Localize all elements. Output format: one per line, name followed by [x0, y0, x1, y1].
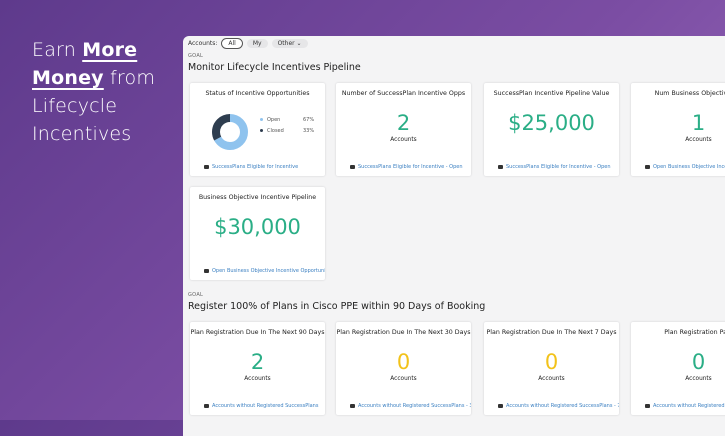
card-title: Plan Registration Due In The Next 7 Days — [486, 329, 617, 336]
metric-card[interactable]: Number of SuccessPlan Incentive Opps 2 Acc… — [336, 83, 471, 176]
hero-word: Incentives — [32, 123, 132, 145]
hero-word: from — [110, 67, 156, 89]
card-value: 2 — [396, 111, 411, 135]
metric-card[interactable]: Num Business Objective Inc 1 Accounts Open … — [631, 83, 725, 176]
card-value: 2 — [250, 350, 265, 374]
metric-card[interactable]: Status of Incentive Opportunities Open 67%… — [190, 83, 325, 176]
card-footer-link[interactable]: Open Business Objective Incentive — [645, 164, 725, 170]
card-footer-link[interactable]: Open Business Objective Incentive Opport… — [204, 268, 325, 274]
card-title: Plan Registration Due In The Next 30 Day… — [336, 329, 471, 336]
metric-card[interactable]: Plan Registration Due In The Next 90 Day… — [190, 322, 325, 415]
card-value: 0 — [691, 350, 706, 374]
hero-word: Lifecycle — [32, 95, 118, 117]
legend-dot — [260, 118, 263, 121]
filter-option[interactable]: My — [246, 39, 268, 48]
filter-label: Accounts: — [188, 40, 218, 47]
metric-card[interactable]: SuccessPlan Incentive Pipeline Value $25,… — [484, 83, 619, 176]
metric-card[interactable]: Plan Registration Due In The Next 30 Day… — [336, 322, 471, 415]
legend-value: 33% — [303, 128, 315, 134]
donut-segment — [212, 114, 248, 150]
section-title: Monitor Lifecycle Incentives Pipeline — [188, 62, 361, 73]
card-title: Plan Registration Due In The Next 90 Day… — [190, 329, 325, 336]
card-footer-link[interactable]: Accounts without Registered SuccessPlans… — [350, 403, 471, 409]
card-title: Status of Incentive Opportunities — [205, 90, 310, 97]
legend-label: Open — [267, 117, 281, 123]
card-subtitle: Accounts — [685, 376, 712, 382]
card-value: 0 — [544, 350, 559, 374]
card-subtitle: Accounts — [685, 137, 712, 143]
card-value: $25,000 — [508, 111, 595, 135]
hero-emphasis: More — [82, 39, 138, 61]
card-footer-link[interactable]: Accounts without Registered SuccessPlans… — [498, 403, 619, 409]
metric-card[interactable]: Plan Registration Past 0 Accounts Accounts … — [631, 322, 725, 415]
card-footer-link[interactable]: SuccessPlans Eligible for Incentive - Op… — [498, 164, 611, 170]
filter-option[interactable]: All — [221, 38, 243, 49]
card-subtitle: Accounts — [390, 137, 417, 143]
card-footer-link[interactable]: SuccessPlans Eligible for Incentive — [204, 164, 298, 170]
goal-label: GOAL — [188, 53, 204, 59]
card-value: $30,000 — [214, 215, 301, 239]
card-subtitle: Accounts — [538, 376, 565, 382]
card-subtitle: Accounts — [244, 376, 271, 382]
goal-label: GOAL — [188, 292, 204, 298]
section-title: Register 100% of Plans in Cisco PPE with… — [188, 301, 486, 312]
card-title: Num Business Objective Inc — [654, 90, 725, 97]
card-value: 0 — [396, 350, 411, 374]
card-footer-link[interactable]: Accounts without Registered SuccessPlans — [645, 403, 725, 409]
metric-card[interactable]: Business Objective Incentive Pipeline $30… — [190, 187, 325, 280]
card-footer-link[interactable]: SuccessPlans Eligible for Incentive - Op… — [350, 164, 463, 170]
hero-headline: Earn More Money from Lifecycle Incentive… — [32, 36, 155, 148]
filter-option[interactable]: Other ⌄ — [271, 39, 308, 48]
page: {"hero": {"earn": "Earn", "more": "More"… — [0, 0, 725, 420]
card-title: Business Objective Incentive Pipeline — [198, 194, 317, 201]
metric-card[interactable]: Plan Registration Due In The Next 7 Days… — [484, 322, 619, 415]
card-title: Plan Registration Past — [664, 329, 725, 336]
legend-value: 67% — [303, 117, 315, 123]
card-value: 1 — [691, 111, 706, 135]
donut-chart — [212, 114, 248, 150]
hero-emphasis: Money — [32, 67, 104, 89]
card-footer-link[interactable]: Accounts without Registered SuccessPlans — [204, 403, 318, 409]
hero-word: Earn — [32, 39, 76, 61]
card-subtitle: Accounts — [390, 376, 417, 382]
dashboard-panel: Accounts: All My Other ⌄ GOAL Monitor Lifec… — [183, 36, 725, 436]
legend-label: Closed — [267, 128, 284, 134]
card-title: SuccessPlan Incentive Pipeline Value — [493, 90, 610, 97]
card-title: Number of SuccessPlan Incentive Opps — [341, 90, 466, 97]
filter-bar: Accounts: All My Other ⌄ — [188, 38, 308, 49]
legend-dot — [260, 129, 263, 132]
